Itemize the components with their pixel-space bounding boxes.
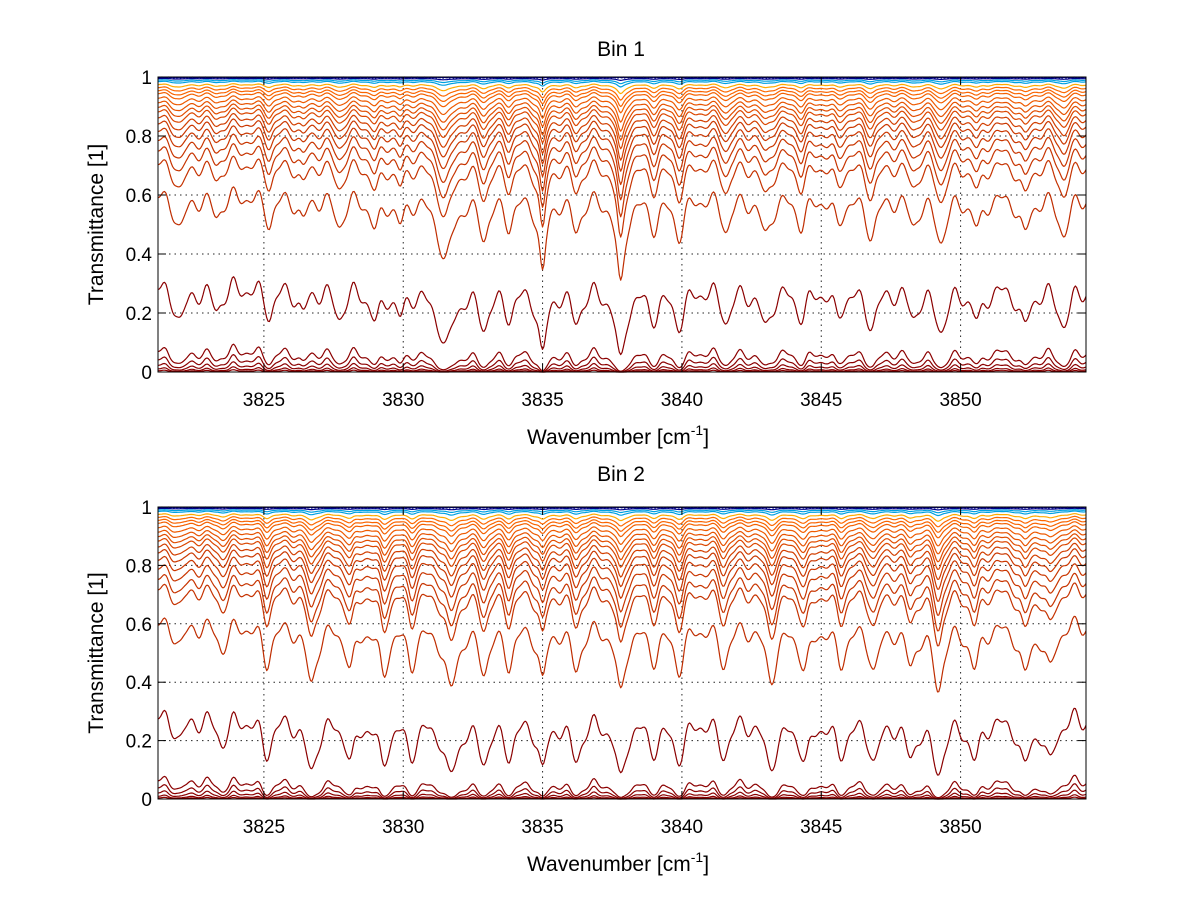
transmittance-line xyxy=(157,103,1087,141)
y-tick-label: 1 xyxy=(141,498,152,519)
y-tick-label: 0 xyxy=(141,790,152,811)
x-tick-labels: 3825 3830 3835 3840 3845 3850 xyxy=(243,390,982,411)
transmittance-line xyxy=(157,707,1087,776)
transmittance-line xyxy=(158,77,1087,81)
x-tick-labels: 3825 3830 3835 3840 3845 3850 xyxy=(243,817,982,838)
y-tick-label: 0.2 xyxy=(126,732,152,753)
transmittance-line xyxy=(157,510,1087,517)
transmittance-line xyxy=(158,513,1087,522)
transmittance-line xyxy=(157,572,1087,632)
y-tick-labels: 0 0.2 0.4 0.6 0.8 1 xyxy=(126,68,153,384)
transmittance-line xyxy=(157,515,1087,528)
y-tick-label: 0.4 xyxy=(126,673,153,694)
y-tick-label: 0 xyxy=(141,363,152,384)
x-axis-label-text: Wavenumber [cm xyxy=(527,426,691,449)
subplot-title: Bin 2 xyxy=(597,463,645,486)
grid xyxy=(158,77,1086,372)
transmittance-line xyxy=(158,76,1087,79)
x-tick-label: 3840 xyxy=(661,817,703,838)
transmittance-line xyxy=(157,143,1087,218)
transmittance-line xyxy=(157,155,1087,238)
transmittance-line xyxy=(157,95,1087,123)
transmittance-line xyxy=(157,125,1087,186)
x-axis-label-end: ] xyxy=(703,853,709,876)
x-tick-label: 3825 xyxy=(243,817,285,838)
x-axis-label-superscript: -1 xyxy=(691,422,704,438)
x-axis-label: Wavenumber [cm-1] xyxy=(527,422,709,449)
plot-frame xyxy=(157,76,1087,373)
transmittance-line xyxy=(157,563,1087,616)
transmittance-line xyxy=(158,506,1087,509)
x-tick-label: 3850 xyxy=(939,390,981,411)
transmittance-line xyxy=(157,509,1086,514)
y-tick-label: 0.8 xyxy=(126,127,152,148)
x-tick-label: 3845 xyxy=(800,817,842,838)
transmittance-line xyxy=(157,133,1087,201)
transmittance-line xyxy=(158,79,1087,85)
plot-frame xyxy=(157,506,1087,800)
x-tick-label: 3830 xyxy=(382,390,424,411)
transmittance-line xyxy=(157,529,1087,555)
transmittance-line xyxy=(157,107,1087,150)
transmittance-line xyxy=(157,83,1087,95)
x-tick-label: 3845 xyxy=(800,390,842,411)
transmittance-line xyxy=(157,774,1087,799)
x-tick-label: 3840 xyxy=(661,390,703,411)
transmittance-line xyxy=(157,276,1087,356)
transmittance-line xyxy=(157,99,1087,132)
series-lines xyxy=(157,506,1087,800)
subplot-bin-1: Bin 1 3825 3830 3835 3840 3845 3850 0 0.2 0.4 0.… xyxy=(85,38,1087,449)
transmittance-line xyxy=(157,80,1087,88)
y-axis-label: Transmittance [1] xyxy=(85,572,108,733)
transmittance-line xyxy=(157,343,1087,372)
transmittance-line xyxy=(158,507,1086,511)
transmittance-line xyxy=(157,518,1087,533)
x-tick-label: 3835 xyxy=(521,390,563,411)
x-tick-label: 3850 xyxy=(939,817,981,838)
y-tick-label: 0.2 xyxy=(126,304,152,325)
transmittance-line xyxy=(157,521,1087,539)
axis-ticks xyxy=(158,506,1086,800)
transmittance-line xyxy=(157,186,1087,281)
series-lines xyxy=(157,76,1087,373)
x-axis-label: Wavenumber [cm-1] xyxy=(527,849,709,876)
transmittance-line xyxy=(158,85,1087,101)
transmittance-line xyxy=(157,118,1087,172)
axis-ticks xyxy=(158,76,1086,373)
subplot-title: Bin 1 xyxy=(597,38,645,61)
x-axis-label-text: Wavenumber [cm xyxy=(527,853,691,876)
y-tick-label: 0.4 xyxy=(126,245,153,266)
x-tick-label: 3825 xyxy=(243,390,285,411)
transmittance-line xyxy=(157,615,1087,693)
transmittance-line xyxy=(157,542,1087,580)
transmittance-line xyxy=(157,533,1087,563)
y-tick-label: 1 xyxy=(141,68,152,89)
x-axis-label-end: ] xyxy=(703,426,709,449)
transmittance-line xyxy=(157,582,1087,647)
y-axis-label: Transmittance [1] xyxy=(85,144,108,305)
x-tick-label: 3830 xyxy=(382,817,424,838)
x-axis-label-superscript: -1 xyxy=(691,849,704,865)
transmittance-line xyxy=(157,91,1087,114)
transmittance-line xyxy=(157,113,1087,161)
y-tick-label: 0.6 xyxy=(126,615,152,636)
y-tick-labels: 0 0.2 0.4 0.6 0.8 1 xyxy=(126,498,153,811)
transmittance-line xyxy=(157,783,1087,800)
y-tick-label: 0.6 xyxy=(126,186,152,207)
transmittance-line xyxy=(157,555,1087,602)
x-tick-label: 3835 xyxy=(521,817,563,838)
subplot-bin-2: Bin 2 3825 3830 3835 3840 3845 3850 0 0.2 0.4 0.… xyxy=(85,463,1087,876)
transmittance-line xyxy=(157,88,1087,108)
transmittance-line xyxy=(157,537,1087,570)
transmittance-line xyxy=(157,548,1087,590)
transmittance-line xyxy=(157,525,1087,547)
y-tick-label: 0.8 xyxy=(126,556,152,577)
